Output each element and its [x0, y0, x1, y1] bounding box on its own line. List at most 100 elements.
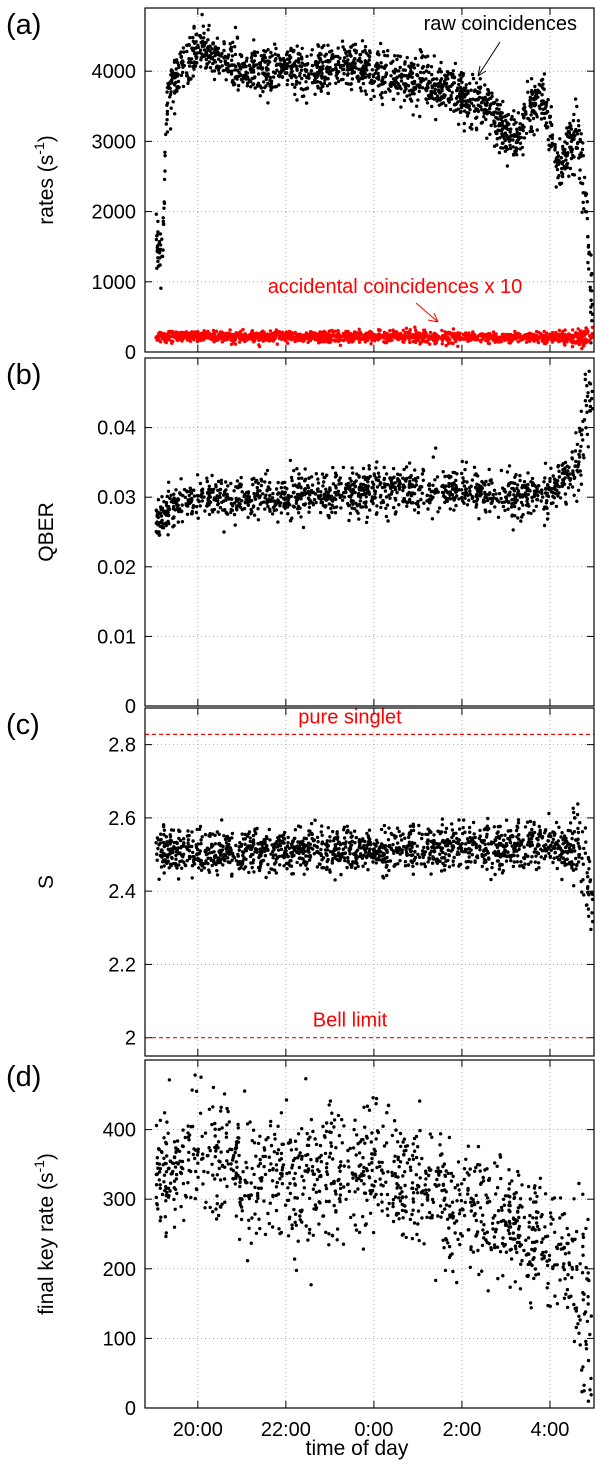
data-point: [496, 117, 500, 121]
data-point: [250, 51, 254, 56]
data-point: [226, 484, 230, 488]
data-point: [327, 72, 332, 76]
data-point: [492, 488, 497, 492]
data-point: [165, 337, 169, 342]
data-point: [240, 335, 245, 339]
data-point: [170, 69, 175, 73]
data-point: [464, 490, 468, 494]
data-point: [342, 56, 347, 60]
data-point: [252, 513, 257, 517]
data-point: [353, 480, 357, 484]
data-point: [338, 63, 342, 68]
data-point: [433, 87, 437, 92]
data-point: [495, 111, 500, 115]
data-point: [269, 338, 274, 342]
data-point: [250, 329, 255, 333]
data-point: [372, 94, 376, 99]
data-point: [323, 54, 327, 58]
data-point: [198, 48, 203, 52]
data-point: [571, 118, 576, 123]
data-point: [328, 486, 332, 490]
data-point: [451, 341, 455, 346]
data-point: [464, 92, 468, 97]
data-point: [357, 327, 361, 331]
data-point: [404, 479, 408, 483]
data-point: [314, 472, 318, 476]
reference-line-label: pure singlet: [298, 706, 402, 728]
data-point: [500, 132, 504, 136]
data-point: [589, 305, 593, 309]
data-point: [459, 106, 464, 110]
data-point: [564, 158, 568, 162]
data-point: [479, 101, 484, 105]
data-point: [288, 335, 292, 339]
data-point: [452, 102, 457, 107]
data-point: [563, 140, 567, 144]
data-point: [498, 111, 502, 115]
data-point: [259, 483, 264, 488]
data-point: [355, 331, 360, 335]
data-point: [548, 114, 553, 119]
data-point: [384, 482, 389, 487]
data-point: [482, 115, 486, 119]
data-point: [536, 861, 541, 865]
data-point: [437, 103, 441, 107]
data-point: [420, 491, 424, 495]
data-point: [519, 336, 523, 341]
data-point: [165, 494, 169, 499]
data-point: [306, 340, 310, 345]
data-point: [543, 491, 548, 495]
data-point: [243, 501, 247, 505]
data-point: [454, 490, 458, 494]
data-point: [588, 382, 593, 386]
data-point: [542, 329, 546, 334]
data-point: [411, 113, 415, 117]
data-point: [487, 110, 492, 115]
data-point: [275, 342, 279, 346]
data-point: [563, 492, 568, 496]
data-point: [573, 449, 578, 453]
data-point: [195, 473, 200, 477]
data-point: [255, 491, 259, 496]
data-point: [256, 481, 261, 485]
data-point: [184, 502, 188, 506]
data-point: [530, 495, 534, 500]
data-point: [425, 339, 429, 344]
data-point: [336, 79, 341, 84]
data-point: [367, 336, 371, 340]
data-point: [371, 75, 376, 79]
data-point: [419, 485, 423, 489]
data-point: [510, 513, 515, 517]
data-point: [525, 488, 529, 493]
ytick-label: 2000: [92, 202, 137, 224]
data-point: [487, 467, 491, 472]
data-point: [573, 333, 577, 337]
data-point: [439, 70, 443, 74]
data-point: [349, 335, 353, 339]
data-point: [354, 51, 358, 55]
data-point: [307, 510, 311, 514]
data-point: [366, 60, 370, 65]
data-point: [276, 848, 281, 852]
data-point: [490, 481, 494, 485]
data-point: [164, 132, 168, 137]
data-point: [246, 515, 250, 520]
data-point: [163, 154, 167, 158]
data-point: [512, 118, 516, 122]
data-point: [577, 452, 581, 457]
data-point: [263, 56, 268, 60]
data-point: [155, 266, 159, 270]
data-point: [308, 332, 312, 337]
data-point: [583, 372, 587, 376]
data-point: [190, 512, 194, 516]
data-point: [574, 856, 578, 861]
data-point: [300, 76, 304, 81]
data-point: [456, 107, 461, 111]
data-point: [565, 165, 569, 170]
data-point: [586, 391, 590, 395]
data-point: [353, 335, 357, 339]
data-point: [179, 335, 183, 339]
data-point: [516, 489, 521, 493]
data-point: [266, 62, 270, 67]
data-point: [307, 497, 311, 502]
